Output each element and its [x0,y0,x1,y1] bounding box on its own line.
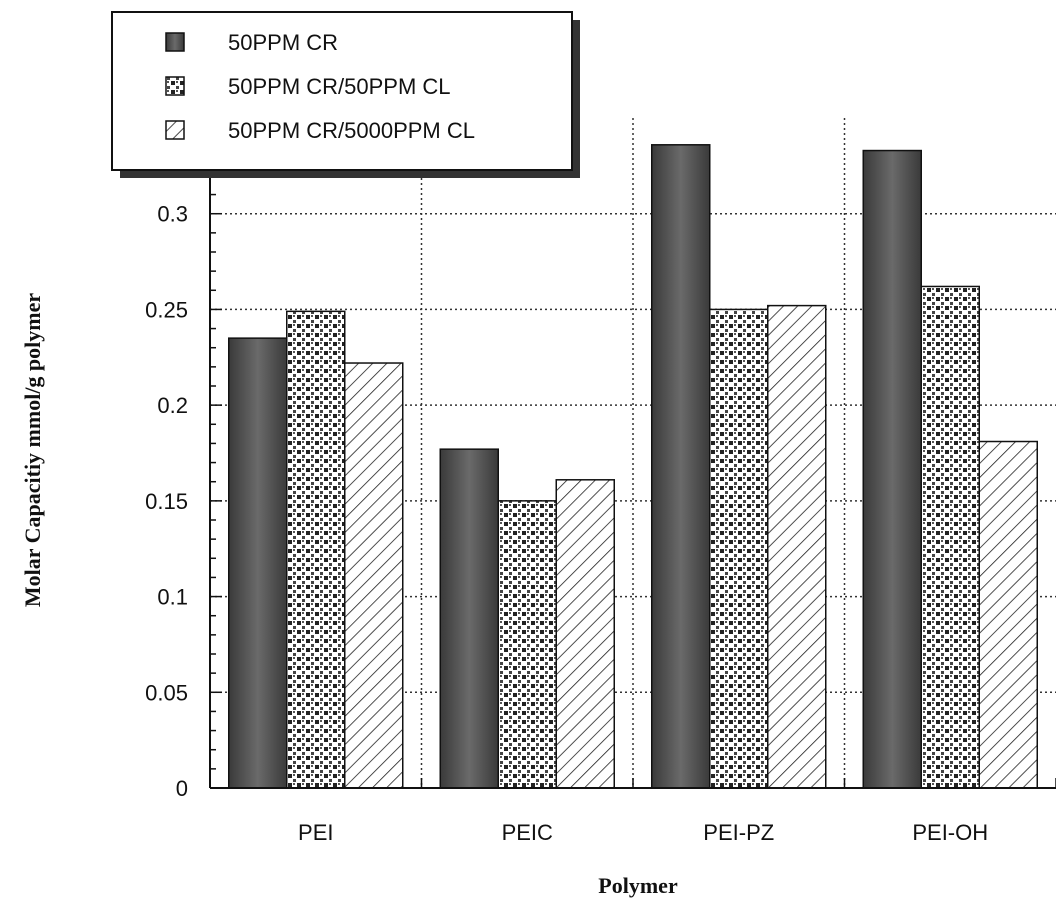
bar-peic-series-1 [439,448,499,789]
x-tick-label-2: PEI-PZ [703,820,774,845]
bar-pei-oh-series-1 [862,149,922,789]
legend: 50PPM CR 50PPM CR/50PPM CL 50PPM CR/5000PP… [111,11,580,178]
bar-peic-series-3 [555,479,615,789]
bar-pei-oh-series-2 [920,285,980,789]
legend-label-2: 50PPM CR/50PPM CL [228,74,451,99]
legend-label-3: 50PPM CR/5000PPM CL [228,118,475,143]
legend-swatch-1 [165,32,185,52]
bars-group [228,144,1038,789]
axes [209,117,1056,789]
y-tick-labels: 0 0.05 0.1 0.15 0.2 0.25 0.3 [145,202,188,801]
y-tick-label-4: 0.2 [157,393,188,418]
bar-pei-pz-series-2 [709,308,769,789]
x-tick-label-1: PEIC [502,820,553,845]
x-tick-labels: PEI PEIC PEI-PZ PEI-OH [298,820,988,845]
y-tick-label-2: 0.1 [157,585,188,610]
y-tick-label-6: 0.3 [157,202,188,227]
legend-swatch-3 [165,120,185,140]
bar-pei-series-1 [228,337,288,789]
bar-peic-series-2 [497,500,557,789]
y-axis-title: Molar Capacitiy mmol/g polymer [20,293,45,607]
x-tick-label-0: PEI [298,820,333,845]
y-tick-label-5: 0.25 [145,297,188,322]
legend-swatch-2 [165,76,185,96]
x-axis-title: Polymer [598,873,678,898]
y-tick-label-1: 0.05 [145,680,188,705]
bar-pei-series-2 [286,310,346,789]
bar-pei-pz-series-1 [651,144,711,789]
legend-label-1: 50PPM CR [228,30,338,55]
bar-pei-series-3 [344,362,404,789]
y-tick-label-0: 0 [176,776,188,801]
legend-box [111,11,573,171]
bar-pei-oh-series-3 [978,440,1038,789]
bar-pei-pz-series-3 [767,304,827,789]
x-tick-label-3: PEI-OH [912,820,988,845]
y-tick-label-3: 0.15 [145,489,188,514]
